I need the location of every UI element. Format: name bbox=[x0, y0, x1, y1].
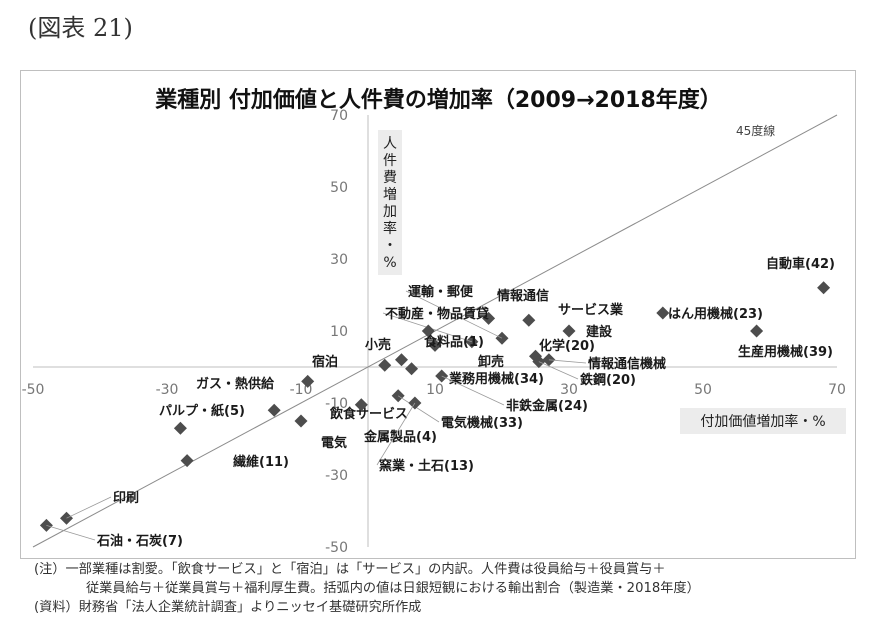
data-label: 電気機械(33) bbox=[441, 415, 523, 431]
data-label: 卸売 bbox=[478, 354, 504, 370]
data-point bbox=[180, 454, 194, 468]
y-tick-label: -50 bbox=[325, 540, 348, 556]
data-point bbox=[405, 362, 419, 376]
x-tick-label: -30 bbox=[156, 382, 179, 398]
data-point bbox=[354, 398, 368, 412]
y-tick-label: 70 bbox=[330, 108, 348, 124]
data-label: 運輸・郵便 bbox=[408, 284, 474, 300]
chart-frame bbox=[20, 70, 856, 559]
figure-label: (図表 21) bbox=[28, 14, 133, 42]
data-point bbox=[817, 281, 831, 295]
data-label: 食料品(1) bbox=[424, 334, 484, 350]
data-point bbox=[522, 313, 536, 327]
data-label: 不動産・物品賃貸 bbox=[385, 306, 489, 322]
leader-line bbox=[376, 402, 416, 466]
x-tick-label: 50 bbox=[694, 382, 712, 398]
note-line-3: (資料）財務省「法人企業統計調査」よりニッセイ基礎研究所作成 bbox=[34, 600, 422, 615]
data-point bbox=[378, 358, 392, 372]
data-label: 印刷 bbox=[113, 491, 139, 506]
leader-line bbox=[441, 375, 505, 406]
data-label: 業務用機械(34) bbox=[448, 371, 544, 387]
data-point bbox=[750, 324, 764, 338]
y-axis-label: 人件費増加率・% bbox=[383, 136, 397, 271]
leader-line bbox=[405, 290, 503, 339]
data-label: 鉄鋼(20) bbox=[580, 372, 636, 388]
data-point bbox=[428, 338, 442, 352]
data-point bbox=[294, 414, 308, 428]
data-label: 飲食サービス bbox=[329, 406, 408, 422]
data-label: 化学(20) bbox=[539, 338, 595, 354]
data-label: 非鉄金属(24) bbox=[506, 398, 588, 414]
data-label: サービス業 bbox=[558, 302, 624, 318]
data-label: パルプ・紙(5) bbox=[159, 403, 245, 419]
y-tick-label: -10 bbox=[325, 396, 348, 412]
data-point bbox=[267, 403, 281, 417]
data-point bbox=[301, 374, 315, 388]
data-label: 生産用機械(39) bbox=[738, 344, 833, 360]
leader-line bbox=[538, 361, 579, 380]
data-label: 繊維(11) bbox=[233, 454, 289, 470]
reference-line-label: 45度線 bbox=[736, 123, 775, 138]
data-point bbox=[421, 324, 435, 338]
leader-line bbox=[397, 395, 440, 423]
chart-notes: (注）一部業種は割愛。「飲食サービス」と「宿泊」は「サービス」の内訳。人件費は役… bbox=[34, 560, 700, 617]
leader-line bbox=[66, 496, 112, 519]
note-line-1: (注）一部業種は割愛。「飲食サービス」と「宿泊」は「サービス」の内訳。人件費は役… bbox=[34, 562, 666, 577]
y-tick-label: 10 bbox=[330, 324, 348, 340]
leader-line bbox=[46, 525, 96, 541]
data-point bbox=[562, 324, 576, 338]
x-axis-label-box bbox=[680, 408, 846, 434]
note-line-2: 従業員給与＋従業員賞与＋福利厚生費。括弧内の値は日銀短観における輸出割合（製造業… bbox=[86, 581, 700, 596]
leader-line bbox=[548, 359, 587, 364]
data-label: 小売 bbox=[365, 337, 391, 353]
data-label: ガス・熱供給 bbox=[196, 376, 275, 392]
y-tick-label: -30 bbox=[325, 468, 348, 484]
x-tick-label: -50 bbox=[22, 382, 45, 398]
data-point bbox=[482, 311, 496, 325]
x-axis-label: 付加価値増加率・% bbox=[700, 413, 825, 430]
chart-title: 業種別 付加価値と人件費の増加率（2009→2018年度） bbox=[155, 88, 722, 113]
y-tick-label: 30 bbox=[330, 252, 348, 268]
data-label: 金属製品(4) bbox=[363, 429, 437, 445]
y-axis-label-box bbox=[378, 130, 402, 275]
data-point bbox=[395, 353, 408, 367]
y-tick-label: 50 bbox=[330, 180, 348, 196]
x-tick-label: 10 bbox=[426, 382, 444, 398]
x-tick-label: 70 bbox=[828, 382, 846, 398]
data-label: 電気 bbox=[321, 435, 347, 451]
data-point bbox=[173, 421, 187, 435]
data-label: 自動車(42) bbox=[766, 256, 835, 272]
data-label: 建設 bbox=[586, 324, 613, 340]
data-label: 情報通信 bbox=[497, 288, 549, 304]
data-point bbox=[656, 306, 670, 320]
data-label: 石油・石炭(7) bbox=[96, 533, 183, 549]
reference-line-45deg bbox=[32, 114, 838, 548]
data-label: 宿泊 bbox=[312, 354, 338, 370]
data-label: はん用機械(23) bbox=[668, 306, 763, 322]
data-label: 情報通信機械 bbox=[588, 356, 666, 372]
x-tick-label: 30 bbox=[560, 382, 578, 398]
data-label: 窯業・土石(13) bbox=[379, 458, 474, 474]
